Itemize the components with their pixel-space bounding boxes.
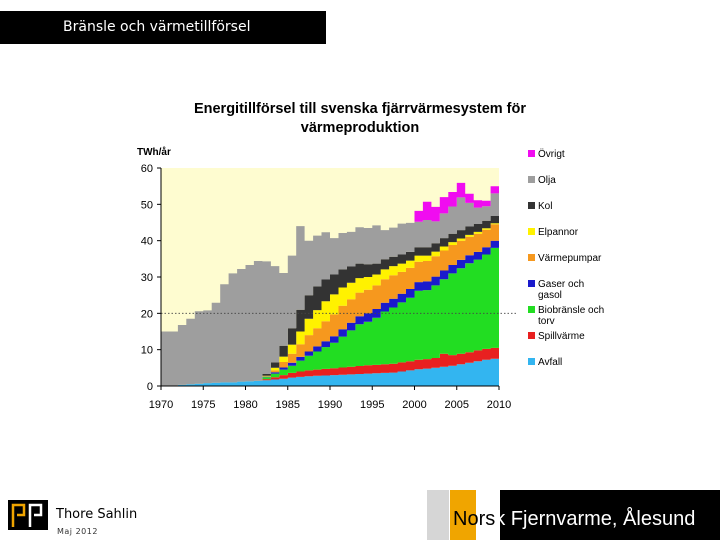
footer-text-prefix: Nors xyxy=(453,508,496,530)
y-axis-label: TWh/år xyxy=(137,146,171,158)
footer-text-suffix: k Fjernvarme, Ålesund xyxy=(495,508,696,530)
chart-title-line-2: värmeproduktion xyxy=(301,120,419,136)
legend-swatch xyxy=(528,280,535,287)
legend-label: Gaser och gasol xyxy=(538,279,584,301)
legend-label: Spillvärme xyxy=(538,331,585,342)
footer-deco-orange xyxy=(450,490,476,540)
x-tick-label: 1970 xyxy=(149,399,173,411)
series-area-8 xyxy=(161,182,499,332)
plot-area xyxy=(161,168,517,386)
legend-label: Övrigt xyxy=(538,148,565,160)
legend: Övrigt Olja Kol Elpannor Värmepumpar Gaser oc… xyxy=(528,148,604,368)
y-tick-label: 50 xyxy=(141,199,153,211)
legend-swatch xyxy=(528,306,535,313)
company-logo xyxy=(8,500,48,530)
x-tick-label: 1995 xyxy=(360,399,384,411)
y-tick-label: 20 xyxy=(141,308,153,320)
legend-swatch xyxy=(528,176,535,183)
legend-label: Avfall xyxy=(538,357,562,368)
x-tick-label: 1990 xyxy=(318,399,342,411)
footer-deco-gray xyxy=(427,490,449,540)
chart-title-line-1: Energitillförsel till svenska fjärrvärme… xyxy=(194,101,526,117)
x-tick-label: 1980 xyxy=(233,399,257,411)
series-area-7 xyxy=(161,193,499,386)
slide-title: Bränsle och värmetillförsel xyxy=(0,11,326,44)
series-area-6 xyxy=(161,216,499,386)
legend-label: Elpannor xyxy=(538,227,579,238)
x-tick-label: 2000 xyxy=(402,399,426,411)
y-tick-label: 30 xyxy=(141,272,153,284)
footer-deco-white xyxy=(476,490,500,540)
x-tick-label: 1985 xyxy=(276,399,300,411)
presentation-date: Maj 2012 xyxy=(57,527,98,536)
footer-event-text: Norsk Fjernvarme, Ålesund xyxy=(453,508,695,531)
legend-swatch xyxy=(528,202,535,209)
footer-banner xyxy=(500,490,720,540)
legend-label: Kol xyxy=(538,201,552,212)
legend-label: Värmepumpar xyxy=(538,253,602,264)
legend-swatch xyxy=(528,254,535,261)
axes: 0 10 20 30 40 50 60 1970 1975 1980 1985 1990 1995 200… xyxy=(141,163,511,411)
series-area-1 xyxy=(161,347,499,386)
legend-swatch xyxy=(528,358,535,365)
legend-swatch xyxy=(528,228,535,235)
y-tick-label: 60 xyxy=(141,163,153,175)
energy-stacked-area-chart: Energitillförsel till svenska fjärrvärme… xyxy=(137,101,604,411)
legend-swatch xyxy=(528,150,535,157)
x-tick-label: 2005 xyxy=(445,399,469,411)
legend-label: Olja xyxy=(538,175,556,186)
series-area-5 xyxy=(161,223,499,386)
legend-swatch xyxy=(528,332,535,339)
x-tick-label: 1975 xyxy=(191,399,215,411)
x-tick-label: 2010 xyxy=(487,399,511,411)
author-name: Thore Sahlin xyxy=(56,507,138,522)
series-area-0 xyxy=(161,358,499,386)
y-tick-label: 0 xyxy=(147,381,153,393)
y-tick-label: 40 xyxy=(141,236,153,248)
y-tick-label: 10 xyxy=(141,345,153,357)
legend-label: Biobränsle och torv xyxy=(538,305,604,327)
series-area-2 xyxy=(161,247,499,386)
